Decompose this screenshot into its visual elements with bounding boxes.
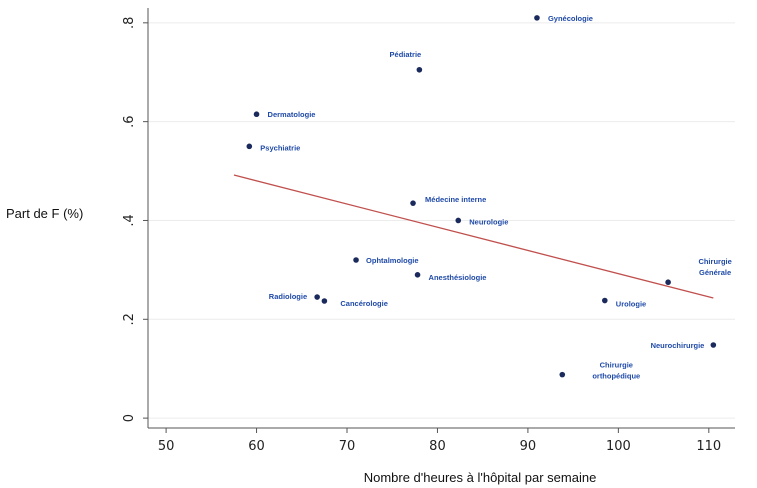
data-point xyxy=(246,143,253,150)
x-tick-label: 110 xyxy=(696,439,721,454)
data-label-line: Ophtalmologie xyxy=(366,256,419,265)
data-point xyxy=(559,371,566,378)
data-label: Chirurgie orthopédique xyxy=(592,361,640,381)
data-label-line: Psychiatrie xyxy=(260,143,300,152)
x-tick-label: 100 xyxy=(606,439,631,454)
regression-line xyxy=(233,174,714,299)
axis-ticks: 0 .2 .4 .6 .8 50 60 70 80 90 100 110 xyxy=(122,17,721,454)
data-label-line: Neurologie xyxy=(469,217,508,226)
axes xyxy=(147,8,735,429)
data-point xyxy=(601,297,608,304)
data-point xyxy=(455,217,462,224)
data-label-line: Urologie xyxy=(616,300,646,309)
data-label-line: Neurochirurgie xyxy=(651,341,705,350)
data-label: Psychiatrie xyxy=(260,143,300,152)
data-point xyxy=(416,66,423,73)
y-tick-label: .2 xyxy=(122,313,137,325)
data-point xyxy=(321,298,328,304)
data-label: Radiologie xyxy=(269,292,307,301)
data-point xyxy=(410,200,416,206)
x-tick-label: 50 xyxy=(158,439,175,454)
data-label-line: Gynécologie xyxy=(548,14,593,23)
data-label: Chirurgie Générale xyxy=(698,257,731,277)
x-tick-label: 60 xyxy=(248,439,265,454)
data-label: Médecine interne xyxy=(425,195,486,204)
data-point xyxy=(353,257,359,263)
data-label-line: Anesthésiologie xyxy=(429,273,487,282)
data-label-line: Pédiatrie xyxy=(390,50,422,59)
data-label: Urologie xyxy=(616,300,646,309)
data-point xyxy=(710,342,717,348)
y-tick-label: .4 xyxy=(122,214,137,226)
data-point xyxy=(665,279,671,286)
data-label-line: Chirurgie xyxy=(698,257,731,266)
data-label: Pédiatrie xyxy=(390,50,422,59)
data-point xyxy=(314,294,320,300)
x-tick-label: 70 xyxy=(339,439,356,454)
y-axis-title: Part de F (%) xyxy=(6,206,83,221)
y-tick-label: 0 xyxy=(122,414,137,422)
y-tick-label: .8 xyxy=(122,17,137,29)
gridlines xyxy=(148,22,735,419)
data-label-line: Cancérologie xyxy=(340,299,388,308)
data-label: Anesthésiologie xyxy=(429,273,487,282)
x-tick-label: 80 xyxy=(429,439,446,454)
data-label: Gynécologie xyxy=(548,14,593,23)
x-tick-label: 90 xyxy=(520,439,537,454)
data-label-line: Chirurgie xyxy=(600,361,633,370)
data-label: Ophtalmologie xyxy=(366,256,419,265)
data-label-line: Générale xyxy=(699,268,731,277)
data-point xyxy=(534,15,540,21)
data-points: Gynécologie Pédiatrie Dermatologie Psychiat… xyxy=(246,14,732,381)
data-label: Neurochirurgie xyxy=(651,341,705,350)
data-label-line: Dermatologie xyxy=(268,110,316,119)
data-point xyxy=(253,111,260,118)
data-label-line: Radiologie xyxy=(269,292,307,301)
y-tick-label: .6 xyxy=(122,115,137,127)
x-axis-title: Nombre d'heures à l'hôpital par semaine xyxy=(364,470,597,485)
data-label: Dermatologie xyxy=(268,110,316,119)
data-label: Cancérologie xyxy=(340,299,388,308)
data-label-line: orthopédique xyxy=(592,372,640,381)
data-label: Neurologie xyxy=(469,217,508,226)
data-label-line: Médecine interne xyxy=(425,195,486,204)
data-point xyxy=(414,272,421,278)
